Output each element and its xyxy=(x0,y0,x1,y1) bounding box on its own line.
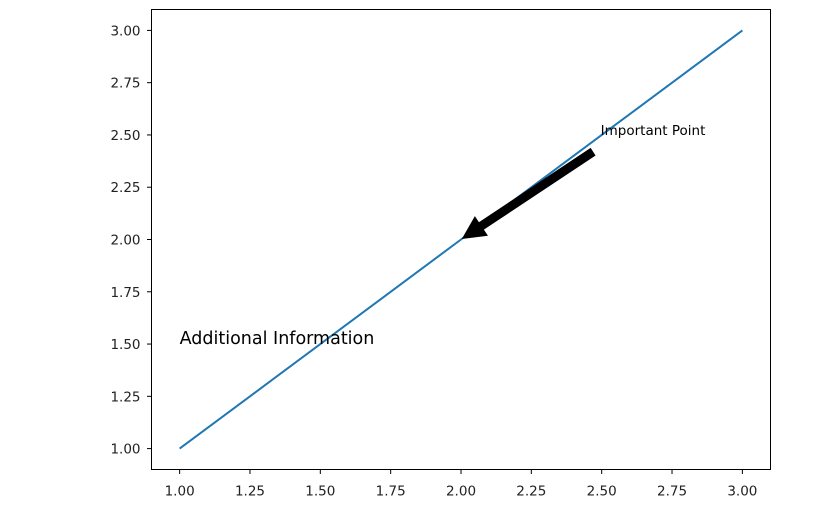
y-tick-label: 2.75 xyxy=(110,76,140,92)
x-tick-label: 2.50 xyxy=(587,484,617,500)
annotation-arrow xyxy=(461,147,596,240)
annotation-text: Important Point xyxy=(601,123,706,139)
y-tick-label: 2.25 xyxy=(110,180,140,196)
y-tick-label: 1.25 xyxy=(110,389,140,405)
y-tick-label: 2.00 xyxy=(110,233,140,249)
y-tick-label: 3.00 xyxy=(110,23,140,39)
y-axis-ticks: 1.00 1.25 1.50 1.75 2.00 2.25 2.50 2.75 3.00 xyxy=(110,23,152,458)
x-tick-label: 1.50 xyxy=(305,484,335,500)
series-layer xyxy=(179,29,743,450)
annotation-text: Additional Information xyxy=(180,329,375,349)
x-tick-label: 1.00 xyxy=(165,484,195,500)
y-tick-label: 1.00 xyxy=(110,442,140,458)
x-tick-label: 2.75 xyxy=(657,484,687,500)
x-tick-label: 2.25 xyxy=(516,484,546,500)
x-tick-label: 1.25 xyxy=(235,484,265,500)
x-axis-ticks: 1.00 1.25 1.50 1.75 2.00 2.25 2.50 2.75 3.00 xyxy=(165,469,757,500)
x-tick-label: 3.00 xyxy=(727,484,757,500)
series-line xyxy=(179,29,743,450)
y-tick-label: 1.50 xyxy=(110,337,140,353)
x-tick-label: 2.00 xyxy=(446,484,476,500)
y-tick-label: 2.50 xyxy=(110,128,140,144)
x-tick-label: 1.75 xyxy=(376,484,406,500)
annotations-layer: Important Point Additional Information xyxy=(180,123,706,349)
y-tick-label: 1.75 xyxy=(110,285,140,301)
